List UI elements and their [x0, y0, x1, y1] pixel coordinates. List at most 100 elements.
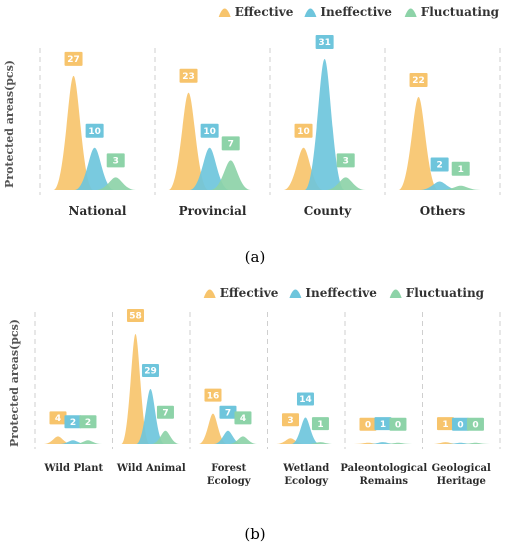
peak-ineffective-provincial: [189, 147, 230, 190]
x-tick-label-geological-heritage: Geological Heritage: [432, 463, 491, 487]
peak-fluctuating-forest-ecology: [228, 436, 258, 444]
peak-ineffective-national: [74, 147, 115, 190]
data-label-box: [179, 68, 198, 83]
peak-fluctuating-paleontological-remains: [383, 442, 413, 444]
legend-item-ineffective: Ineffective: [304, 5, 392, 19]
data-label-box: [49, 411, 67, 425]
data-label-value: 29: [144, 367, 157, 377]
legend-item-fluctuating: Fluctuating: [404, 5, 500, 19]
data-label-effective-forest-ecology: 16: [204, 388, 222, 402]
x-tick-label-paleontological-remains: Paleontological Remains: [340, 463, 427, 487]
data-label-value: 0: [457, 421, 463, 431]
data-label-effective-others: 22: [409, 73, 428, 88]
data-label-value: 2: [70, 418, 76, 428]
data-label-ineffective-county: 31: [315, 35, 334, 49]
legend-label-effective: Effective: [220, 286, 279, 300]
data-label-value: 1: [442, 420, 448, 430]
data-label-effective-wetland-ecology: 3: [281, 413, 299, 427]
legend-swatch-effective: [203, 289, 216, 298]
legend-swatch-fluctuating: [404, 8, 417, 17]
peak-effective-provincial: [168, 92, 209, 190]
data-label-box: [126, 309, 144, 322]
data-label-value: 3: [343, 157, 349, 167]
legend-label-fluctuating: Fluctuating: [421, 5, 500, 19]
legend-label-effective: Effective: [235, 5, 294, 19]
data-label-value: 23: [182, 72, 195, 82]
legend-item-ineffective: Ineffective: [289, 286, 377, 300]
data-label-effective-county: 10: [294, 123, 313, 138]
legend-item-effective: Effective: [218, 5, 294, 19]
peak-fluctuating-wetland-ecology: [306, 442, 335, 444]
x-tick-label-county: County: [304, 204, 353, 218]
data-label-ineffective-wetland-ecology: 14: [296, 392, 314, 406]
peak-ineffective-paleontological-remains: [368, 442, 398, 444]
data-label-fluctuating-geological-heritage: 0: [466, 417, 484, 431]
data-label-ineffective-geological-heritage: 0: [451, 417, 469, 431]
data-label-value: 31: [318, 38, 331, 48]
data-label-value: 1: [458, 165, 464, 175]
data-label-fluctuating-county: 3: [336, 153, 355, 168]
peak-ineffective-county: [304, 59, 345, 190]
data-label-box: [374, 417, 392, 431]
data-label-box: [430, 157, 449, 172]
data-label-effective-geological-heritage: 1: [436, 417, 454, 431]
data-label-fluctuating-paleontological-remains: 0: [389, 417, 407, 431]
data-label-value: 14: [299, 395, 312, 405]
peak-ineffective-others: [419, 181, 460, 190]
data-label-box: [409, 73, 428, 88]
data-label-value: 2: [436, 161, 442, 171]
data-label-box: [85, 123, 104, 138]
x-tick-label-wild-plant: Wild Plant: [43, 463, 103, 474]
data-label-box: [64, 415, 82, 429]
data-label-ineffective-wild-animal: 29: [141, 364, 159, 377]
data-label-ineffective-wild-plant: 2: [64, 415, 82, 429]
legend-item-effective: Effective: [203, 286, 279, 300]
legend-label-ineffective: Ineffective: [305, 286, 377, 300]
data-label-box: [359, 417, 377, 431]
x-tick-label-provincial: Provincial: [179, 204, 247, 218]
data-label-box: [436, 417, 454, 431]
data-label-box: [389, 417, 407, 431]
data-label-box: [200, 123, 219, 138]
peak-effective-others: [398, 97, 439, 190]
data-label-box: [315, 35, 334, 49]
y-axis-label: Protected areas(pcs): [8, 319, 21, 447]
data-label-value: 7: [225, 408, 231, 418]
data-label-value: 27: [67, 55, 80, 65]
legend: Effective Ineffective Fluctuating: [218, 5, 500, 19]
data-label-fluctuating-wild-animal: 7: [156, 405, 174, 419]
data-label-ineffective-national: 10: [85, 123, 104, 138]
data-label-value: 0: [365, 421, 371, 431]
data-label-fluctuating-wetland-ecology: 1: [311, 417, 329, 431]
x-tick-label-others: Others: [420, 204, 466, 218]
data-label-box: [221, 136, 240, 151]
data-label-value: 4: [55, 414, 61, 424]
y-axis-label: Protected areas(pcs): [3, 60, 16, 188]
peak-fluctuating-wild-animal: [151, 430, 180, 444]
data-label-value: 3: [287, 416, 293, 426]
legend-swatch-ineffective: [289, 289, 302, 298]
data-label-value: 22: [412, 76, 425, 86]
legend-swatch-ineffective: [304, 8, 317, 17]
data-label-box: [451, 161, 470, 176]
data-label-fluctuating-national: 3: [106, 153, 125, 168]
data-label-box: [234, 411, 252, 425]
data-label-box: [79, 415, 97, 429]
peak-fluctuating-others: [440, 185, 481, 190]
data-label-value: 3: [113, 157, 119, 167]
data-label-ineffective-provincial: 10: [200, 123, 219, 138]
data-label-fluctuating-wild-plant: 2: [79, 415, 97, 429]
data-label-ineffective-paleontological-remains: 1: [374, 417, 392, 431]
legend-item-fluctuating: Fluctuating: [389, 286, 485, 300]
peak-fluctuating-national: [95, 177, 136, 190]
data-label-ineffective-forest-ecology: 7: [219, 405, 237, 419]
data-label-value: 10: [203, 127, 216, 137]
legend-label-ineffective: Ineffective: [320, 5, 392, 19]
peak-effective-wild-plant: [43, 436, 73, 444]
data-label-value: 0: [395, 421, 401, 431]
panel-caption: (b): [244, 525, 265, 543]
x-tick-label-forest-ecology: Forest Ecology: [207, 463, 252, 487]
data-label-box: [219, 405, 237, 419]
data-label-box: [336, 153, 355, 168]
data-label-fluctuating-others: 1: [451, 161, 470, 176]
